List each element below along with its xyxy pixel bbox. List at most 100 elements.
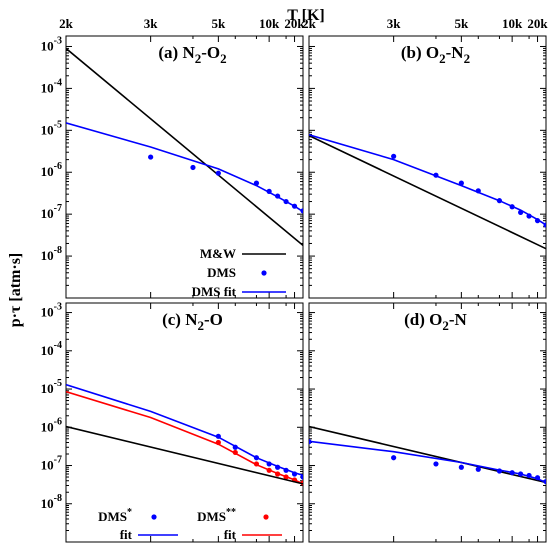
y-tick-label: 10-5	[41, 119, 62, 137]
title-part: 2	[439, 51, 446, 66]
panel-a: 10-810-710-610-510-410-320k10k5k3k2k(a) …	[41, 16, 306, 299]
panel-title: (c) N2​-O	[162, 310, 223, 333]
y-tick-exponent: -6	[54, 161, 62, 172]
data-point	[475, 466, 481, 472]
legend-label-text: fit	[120, 527, 133, 542]
y-tick-base: 10	[41, 343, 54, 358]
legend-label: DMS fit	[192, 284, 237, 299]
legend-label: DMS**	[197, 507, 236, 524]
x-tick-label: 3k	[387, 16, 402, 31]
data-point	[148, 154, 154, 160]
y-tick-base: 10	[41, 458, 54, 473]
series-line	[66, 390, 303, 485]
panel-b: 20k 10k 5k 3k 2k (b) O2​-N2​	[302, 16, 548, 299]
data-point	[458, 464, 464, 470]
x-tick-label: 10k	[259, 16, 280, 31]
y-tick-label: 10-8	[41, 245, 62, 263]
series-line	[309, 440, 546, 484]
panel-frame	[65, 302, 304, 543]
data-point	[391, 455, 397, 461]
legend-label: fit	[224, 527, 237, 542]
data-point	[433, 461, 439, 467]
y-tick-label: 10-8	[41, 493, 62, 511]
data-point	[215, 170, 221, 176]
panel-frame	[65, 35, 304, 299]
panel-frame	[308, 302, 547, 543]
y-tick-exponent: -7	[54, 203, 62, 214]
top-axis-title: T [K]	[287, 7, 324, 24]
legend-swatch-point	[261, 270, 267, 276]
x-tick-label: 10k	[502, 16, 523, 31]
title-part: 2	[442, 318, 449, 333]
y-tick-label: 10-5	[41, 378, 62, 396]
legend-label-text: DMS	[197, 509, 226, 524]
series-line	[309, 425, 546, 484]
title-part: -N	[449, 310, 468, 329]
panel-frame	[308, 35, 547, 299]
title-part: 2	[464, 51, 471, 66]
title-part: (d) O	[404, 310, 442, 329]
series-line	[66, 122, 303, 213]
y-tick-label: 10-3	[41, 302, 62, 320]
series-line	[309, 134, 546, 250]
x-tick-label: 2k	[59, 16, 74, 31]
y-tick-base: 10	[41, 164, 54, 179]
series-line	[66, 383, 303, 477]
legend-swatch-point	[263, 514, 269, 520]
x-tick-label: 5k	[454, 16, 469, 31]
panel-title: (a) N2​-O2​	[158, 43, 226, 66]
y-tick-base: 10	[41, 122, 54, 137]
x-tick-label: 20k	[527, 16, 548, 31]
y-tick-label: 10-3	[41, 35, 62, 53]
y-tick-base: 10	[41, 206, 54, 221]
series-line	[66, 47, 303, 247]
y-tick-exponent: -8	[54, 493, 62, 504]
title-part: (b) O	[401, 43, 439, 62]
plot-area	[66, 383, 303, 486]
plot-area	[66, 47, 303, 247]
y-tick-exponent: -7	[54, 455, 62, 466]
legend-swatch-point	[151, 514, 157, 520]
y-tick-label: 10-6	[41, 416, 62, 434]
legend-label: DMS*	[98, 507, 132, 524]
legend-label: fit	[120, 527, 133, 542]
series-line	[309, 134, 546, 226]
y-tick-label: 10-4	[41, 77, 62, 95]
panel-title: (d) O2​-N	[404, 310, 467, 333]
series-line	[66, 425, 303, 485]
title-part: -O	[201, 43, 220, 62]
y-tick-exponent: -5	[54, 119, 62, 130]
plot-layer: T [K]p·τ [atm·s] 10-810-710-610-510-410-3…	[7, 7, 548, 543]
y-tick-base: 10	[41, 381, 54, 396]
y-tick-label: 10-7	[41, 455, 62, 473]
title-part: 2	[195, 51, 202, 66]
legend-label: M&W	[200, 246, 236, 261]
panel-title: (b) O2​-N2​	[401, 43, 470, 66]
y-tick-label: 10-7	[41, 203, 62, 221]
y-tick-label: 10-6	[41, 161, 62, 179]
plot-area	[309, 425, 546, 485]
title-part: -O	[204, 310, 223, 329]
y-tick-exponent: -3	[54, 35, 62, 46]
x-tick-label: 20k	[284, 16, 305, 31]
title-part: (a) N	[158, 43, 195, 62]
x-tick-label: 5k	[211, 16, 226, 31]
y-tick-exponent: -8	[54, 245, 62, 256]
title-part: (c) N	[162, 310, 198, 329]
x-tick-label: 2k	[302, 16, 317, 31]
plot-area	[309, 134, 546, 250]
legend-label: DMS	[207, 265, 236, 280]
panel-d: (d) O2​-N	[308, 302, 547, 543]
legend-label-text: DMS	[98, 509, 127, 524]
legend-label-sup: *	[127, 507, 132, 518]
y-tick-exponent: -6	[54, 416, 62, 427]
legend-label-sup: **	[226, 507, 236, 518]
x-tick-label: 3k	[144, 16, 159, 31]
data-point	[190, 164, 196, 171]
y-tick-base: 10	[41, 496, 54, 511]
y-tick-base: 10	[41, 305, 54, 320]
legend-label-text: fit	[224, 527, 237, 542]
panel-c: 10-810-710-610-510-410-3(c) N2​-ODMS*DMS…	[41, 302, 304, 543]
title-part: 2	[198, 318, 205, 333]
